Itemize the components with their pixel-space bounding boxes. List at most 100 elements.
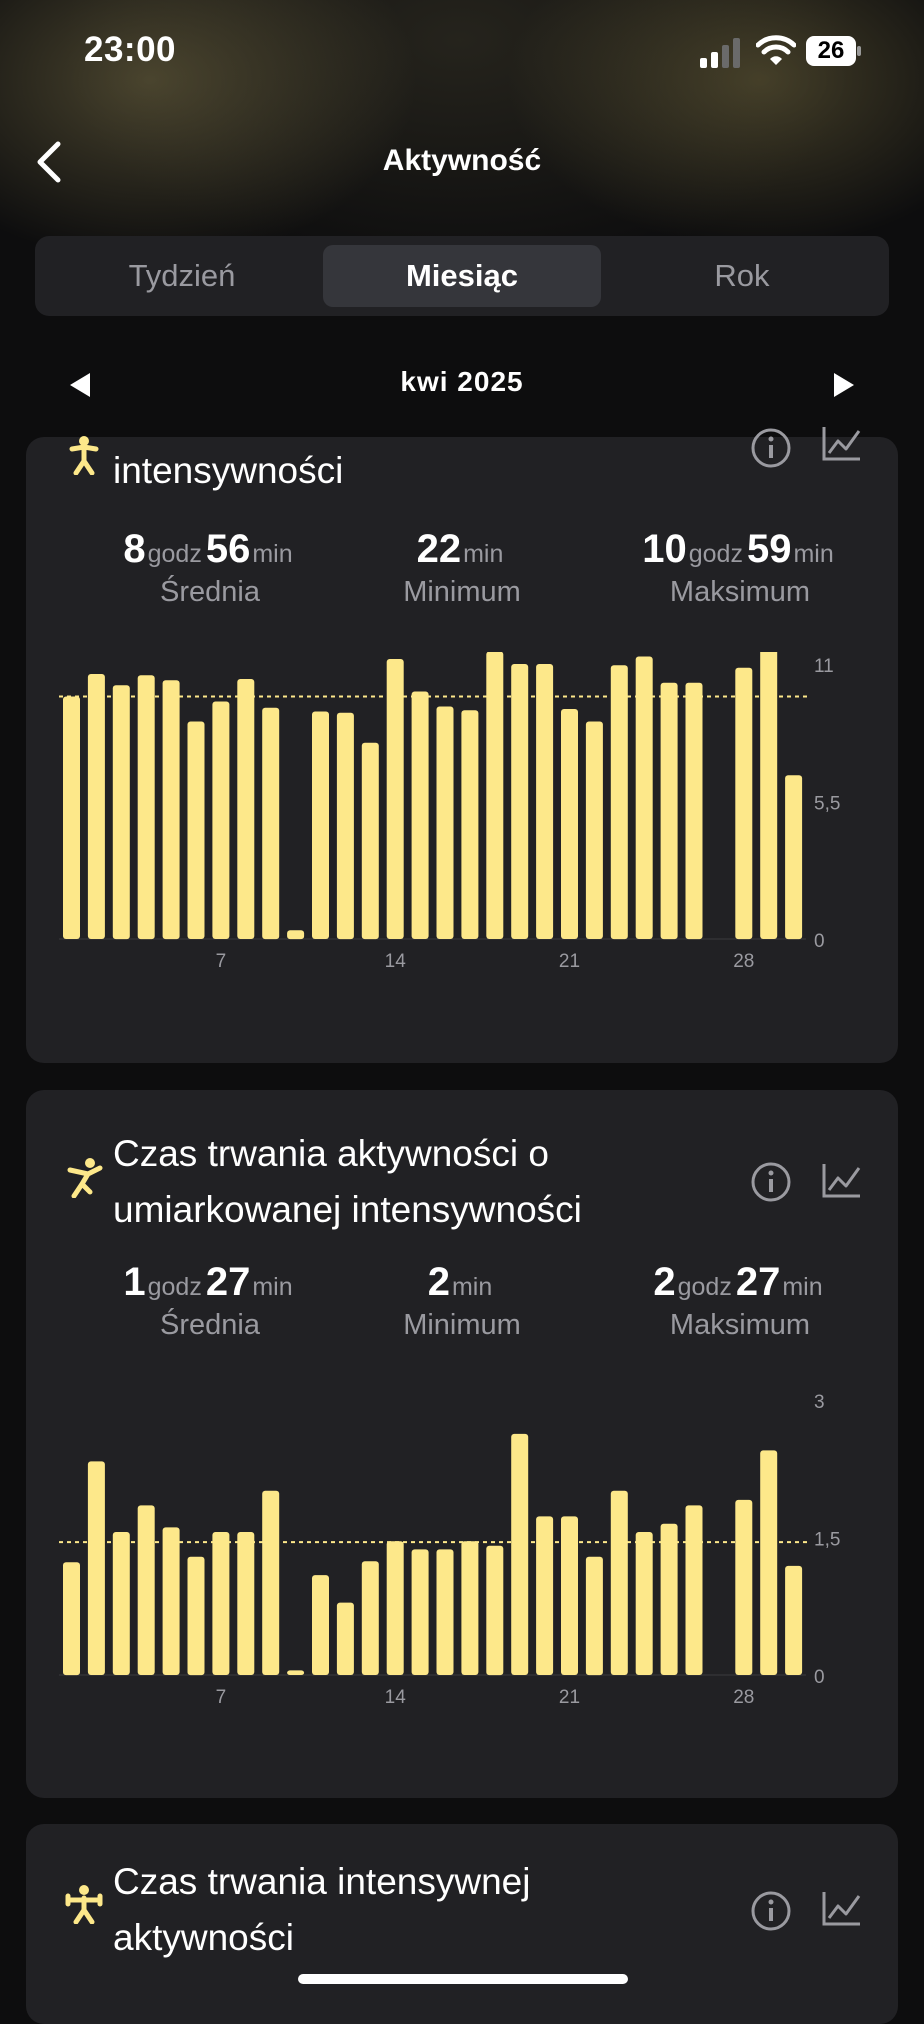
- bar-day-12: [336, 712, 354, 940]
- card-title: intensywności: [113, 450, 344, 491]
- bar-day-26: [685, 1505, 703, 1675]
- stat-minutes: 56: [205, 527, 251, 571]
- stat-hours: 2: [653, 1260, 676, 1304]
- bar-day-24: [635, 656, 653, 939]
- stat-minutes-unit: min: [252, 540, 293, 568]
- bar-day-21: [561, 1516, 578, 1675]
- bar-day-20: [536, 1516, 554, 1675]
- stat-minutes-unit: min: [793, 540, 834, 568]
- stat-minutes: 27: [735, 1260, 781, 1304]
- bar-day-5: [162, 1527, 180, 1675]
- stat-label: Minimum: [403, 576, 521, 608]
- bar-day-23: [610, 1490, 628, 1675]
- bar-day-4: [137, 675, 155, 940]
- x-tick-label: 14: [385, 951, 407, 972]
- bar-day-16: [436, 706, 454, 939]
- bar-day-16: [436, 1549, 454, 1675]
- trend-chart-icon[interactable]: [820, 1160, 864, 1200]
- tab-month[interactable]: Miesiąc: [323, 245, 601, 307]
- figure-moderate-intensity-icon: [67, 1158, 103, 1198]
- stat-maximum: 2godz 27min Maksimum: [600, 1260, 880, 1342]
- bar-day-3: [112, 685, 130, 940]
- moderate-intensity-card: Czas trwania aktywności o umiarkowanej i…: [26, 1090, 898, 1798]
- stat-label: Maksimum: [669, 576, 811, 608]
- trend-chart-icon[interactable]: [820, 1888, 864, 1928]
- home-indicator: [298, 1974, 628, 1984]
- tab-week[interactable]: Tydzień: [128, 258, 236, 293]
- stat-label: Średnia: [160, 576, 260, 608]
- bar-day-13: [361, 742, 379, 940]
- stat-minutes: 2: [427, 1260, 450, 1304]
- bar-day-6: [187, 1556, 205, 1676]
- bar-day-29: [760, 652, 778, 939]
- stat-minutes: 27: [205, 1260, 251, 1304]
- bar-day-28: [735, 667, 753, 940]
- stat-minutes-unit: min: [451, 1273, 493, 1301]
- period-segmented-control: Tydzień Miesiąc Rok: [35, 236, 889, 316]
- stat-hours-unit: godz: [147, 1273, 202, 1301]
- info-icon[interactable]: [750, 1890, 792, 1932]
- previous-period-icon[interactable]: [66, 370, 96, 400]
- y-tick-label: 5,5: [814, 794, 840, 815]
- stat-hours-unit: godz: [688, 540, 743, 568]
- bar-day-9: [262, 1490, 280, 1675]
- bar-day-21: [561, 709, 578, 939]
- bar-day-1: [63, 696, 80, 939]
- stat-minutes-unit: min: [782, 1273, 823, 1301]
- bar-day-4: [137, 1505, 155, 1675]
- cellular-signal-icon: [700, 38, 740, 68]
- bar-day-10: [287, 930, 305, 940]
- y-tick-label: 0: [814, 931, 825, 952]
- bar-day-14: [386, 1541, 404, 1675]
- y-tick-label: 0: [814, 1667, 825, 1688]
- bar-day-17: [461, 1541, 479, 1675]
- bar-day-29: [760, 1450, 778, 1675]
- vigorous-intensity-card: Czas trwania intensywnej aktywności: [26, 1824, 898, 2024]
- figure-vigorous-intensity-icon: [65, 1885, 103, 1924]
- x-tick-label: 28: [733, 1687, 754, 1708]
- card-title: Czas trwania aktywności o umiarkowanej i…: [113, 1133, 582, 1230]
- x-tick-label: 21: [559, 951, 580, 972]
- stat-hours: 8: [123, 527, 146, 571]
- stat-label: Minimum: [403, 1309, 521, 1341]
- bar-day-22: [585, 721, 603, 939]
- bar-day-24: [635, 1532, 653, 1675]
- stat-minutes: 22: [416, 527, 462, 571]
- bar-day-30: [785, 1565, 803, 1675]
- x-tick-label: 7: [216, 1687, 227, 1708]
- bar-day-8: [237, 1532, 255, 1675]
- bar-day-30: [785, 775, 803, 940]
- bar-day-2: [87, 1461, 105, 1675]
- y-tick-label: 1,5: [814, 1530, 840, 1551]
- next-period-icon[interactable]: [828, 370, 858, 400]
- bar-day-19: [511, 664, 529, 939]
- back-chevron-icon[interactable]: [28, 136, 72, 188]
- header-edge: [0, 420, 924, 438]
- bar-day-18: [486, 652, 504, 939]
- wifi-icon: [756, 35, 796, 65]
- stat-average: 1godz 27min Średnia: [70, 1260, 350, 1342]
- x-tick-label: 21: [559, 1687, 580, 1708]
- y-tick-label: 11: [814, 656, 834, 677]
- trend-chart-icon[interactable]: [820, 423, 864, 463]
- x-tick-label: 7: [216, 951, 227, 972]
- stat-minimum: 22min Minimum: [322, 527, 602, 609]
- bar-day-14: [386, 659, 404, 939]
- info-icon[interactable]: [750, 427, 792, 469]
- tab-year[interactable]: Rok: [714, 258, 770, 293]
- info-icon[interactable]: [750, 1161, 792, 1203]
- battery-icon: [806, 36, 861, 66]
- bar-day-15: [411, 691, 429, 939]
- stat-label: Średnia: [160, 1309, 260, 1341]
- bar-day-9: [262, 707, 280, 940]
- bar-day-3: [112, 1532, 130, 1675]
- header-background: [0, 0, 924, 440]
- bar-day-11: [312, 1575, 329, 1675]
- bar-day-26: [685, 682, 703, 940]
- moderate-intensity-bar-chart: 3 1,5 0 7 14 21 28: [59, 1392, 840, 1708]
- bar-day-10: [287, 1670, 305, 1675]
- page-title: Aktywność: [382, 144, 542, 177]
- stat-hours-unit: godz: [147, 540, 202, 568]
- stat-minutes-unit: min: [252, 1273, 293, 1301]
- low-intensity-card: intensywności 8godz 56min Średnia 22min M…: [26, 427, 898, 1063]
